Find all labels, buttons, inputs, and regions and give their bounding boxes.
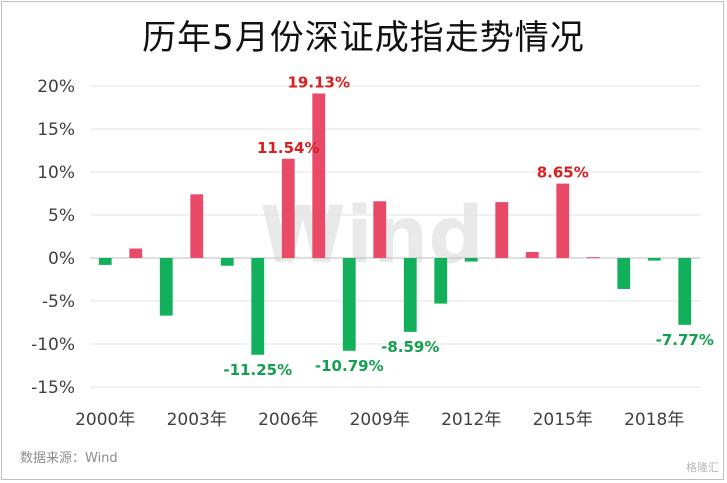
bar-2011年 [434, 258, 448, 304]
y-tick-label: -10% [31, 335, 75, 355]
y-tick-label: 0% [48, 249, 75, 269]
data-label: 19.13% [288, 73, 350, 91]
x-tick-label: 2015年 [533, 410, 593, 430]
y-tick-label: -15% [31, 378, 75, 398]
data-label: 8.65% [537, 164, 589, 182]
x-tick-label: 2012年 [441, 410, 501, 430]
data-label: 11.54% [257, 139, 319, 157]
corner-watermark: 格隆汇 [686, 461, 719, 474]
data-label: -8.59% [381, 338, 439, 356]
y-tick-label: 20% [37, 77, 75, 97]
bar-2000年 [98, 258, 112, 265]
bar-2019年 [678, 258, 692, 325]
bar-2010年 [403, 258, 417, 332]
y-tick-label: 5% [48, 206, 75, 226]
y-tick-label: 15% [37, 120, 75, 140]
bar-2006年 [281, 158, 295, 258]
bar-2009年 [373, 201, 387, 258]
x-tick-label: 2006年 [258, 410, 318, 430]
x-tick-label: 2009年 [350, 410, 410, 430]
y-tick-label: -5% [42, 292, 75, 312]
chart-title: 历年5月份深证成指走势情况 [142, 18, 585, 58]
y-tick-label: 10% [37, 163, 75, 183]
x-tick-label: 2018年 [624, 410, 684, 430]
bar-2012年 [464, 258, 478, 262]
bar-2004年 [220, 258, 234, 266]
bar-2016年 [586, 257, 600, 259]
bar-2015年 [556, 183, 570, 258]
bar-2013年 [495, 202, 509, 258]
bar-2005年 [251, 258, 265, 355]
data-source: 数据来源：Wind [20, 451, 118, 466]
bar-2008年 [342, 258, 356, 351]
data-label: -11.25% [223, 361, 292, 379]
x-tick-label: 2003年 [167, 410, 227, 430]
bar-2003年 [190, 194, 204, 258]
bar-2001年 [129, 248, 143, 258]
bar-2002年 [159, 258, 173, 316]
x-tick-label: 2000年 [75, 410, 135, 430]
bar-2007年 [312, 93, 326, 259]
bar-2017年 [617, 258, 631, 289]
data-label: -10.79% [315, 357, 384, 375]
bar-2014年 [525, 251, 539, 258]
bar-2018年 [647, 258, 661, 261]
data-label: -7.77% [656, 331, 714, 349]
